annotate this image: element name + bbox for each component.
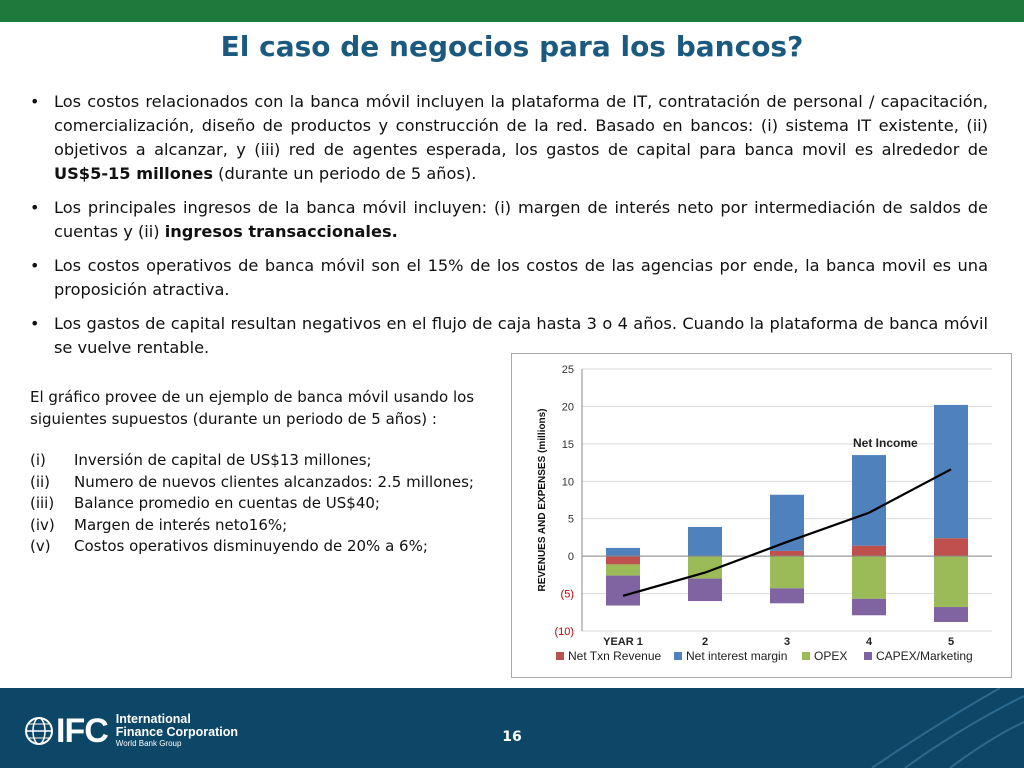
- assumption-text: Inversión de capital de US$13 millones;: [74, 451, 372, 469]
- organization-name: International Finance Corporation World …: [116, 713, 238, 749]
- slide-title: El caso de negocios para los bancos?: [220, 30, 804, 63]
- assumption-item: (iii) Balance promedio en cuentas de US$4…: [30, 493, 530, 515]
- bullet-text: Los costos relacionados con la banca móv…: [54, 92, 988, 159]
- y-tick-label: 0: [568, 551, 574, 563]
- assumption-item: (i) Inversión de capital de US$13 millone…: [30, 450, 530, 472]
- bar-net-interest-margin: [852, 455, 886, 546]
- bullet-text: Los principales ingresos de la banca móv…: [54, 198, 988, 241]
- bar-opex: [770, 556, 804, 589]
- x-tick-label: 4: [866, 636, 873, 648]
- assumption-text: Margen de interés neto16%;: [74, 515, 288, 534]
- bullet-item-costs: Los costos relacionados con la banca móv…: [28, 90, 988, 186]
- bar-capex-marketing: [770, 588, 804, 604]
- net-income-line: [622, 468, 952, 597]
- org-line: International: [115, 712, 191, 726]
- revenue-expense-chart: 25 20 15 10 5 0 (5) (10) YEAR 1 2 3 4 5 Net Income REV…: [511, 353, 1012, 678]
- y-tick-label: 20: [562, 401, 574, 413]
- bar-capex-marketing: [688, 578, 722, 602]
- footer-swoosh-decoration: [871, 688, 1024, 768]
- y-axis-label: REVENUES AND EXPENSES (millions): [537, 409, 548, 592]
- assumption-number: (v): [30, 537, 51, 555]
- assumption-text: Balance promedio en cuentas de US$40;: [74, 494, 380, 512]
- bar-net-interest-margin: [606, 547, 640, 557]
- assumptions-intro: El gráfico provee de un ejemplo de banca…: [30, 388, 475, 428]
- bar-opex: [606, 564, 640, 576]
- x-tick-label: YEAR 1: [603, 636, 643, 648]
- bar-net-txn-revenue: [934, 538, 968, 557]
- bullet-text: (durante un periodo de 5 años).: [212, 164, 477, 183]
- legend-label: Net Txn Revenue: [568, 649, 661, 663]
- y-tick-label: (10): [554, 626, 574, 638]
- bullet-text: Los gastos de capital resultan negativos…: [54, 314, 988, 357]
- bar-net-interest-margin: [934, 404, 968, 539]
- bar-opex: [688, 556, 722, 579]
- legend-swatch: [674, 652, 682, 660]
- bullet-text-bold: ingresos transaccionales.: [164, 222, 398, 241]
- bar-capex-marketing: [934, 607, 968, 623]
- globe-icon: [25, 717, 53, 745]
- legend-swatch: [864, 652, 872, 660]
- x-tick-label: 5: [948, 636, 954, 648]
- bullet-text-bold: US$5-15 millones: [54, 164, 213, 183]
- ifc-logo-text: IFC: [56, 712, 109, 750]
- legend-label: CAPEX/Marketing: [876, 649, 973, 663]
- assumption-number: (iv): [30, 515, 55, 534]
- legend-label: OPEX: [814, 649, 847, 663]
- x-tick-label: 3: [784, 636, 790, 648]
- y-tick-label: 10: [562, 476, 574, 488]
- bar-capex-marketing: [852, 598, 886, 616]
- y-tick-label: (5): [561, 589, 574, 601]
- bar-opex: [934, 556, 968, 608]
- x-tick-label: 2: [702, 636, 708, 648]
- assumption-text: Costos operativos disminuyendo de 20% a …: [74, 537, 428, 555]
- page-number: 16: [502, 729, 522, 745]
- legend-label: Net interest margin: [686, 649, 787, 663]
- assumption-text: Numero de nuevos clientes alcanzados: 2.…: [74, 472, 474, 491]
- assumption-number: (i): [30, 451, 46, 469]
- net-income-label: Net Income: [853, 436, 918, 450]
- chart-canvas: 25 20 15 10 5 0 (5) (10) YEAR 1 2 3 4 5 Net Income REV…: [537, 364, 992, 663]
- assumption-item: (ii) Numero de nuevos clientes alcanzados…: [30, 472, 530, 494]
- bar-net-txn-revenue: [606, 556, 640, 565]
- bar-net-txn-revenue: [770, 550, 804, 557]
- bar-capex-marketing: [606, 575, 640, 606]
- bar-net-interest-margin: [688, 526, 722, 557]
- footer-bar: [0, 688, 1024, 768]
- bullet-item-operating-costs: Los costos operativos de banca móvil son…: [28, 254, 988, 302]
- assumptions-block: El gráfico provee de un ejemplo de banca…: [30, 387, 530, 558]
- legend-swatch: [556, 652, 564, 660]
- bar-opex: [852, 556, 886, 599]
- bullet-item-revenues: Los principales ingresos de la banca móv…: [28, 196, 988, 244]
- bullet-list: Los costos relacionados con la banca móv…: [28, 90, 988, 370]
- assumption-item: (iv) Margen de interés neto16%;: [30, 515, 530, 537]
- y-tick-label: 15: [562, 439, 574, 451]
- y-tick-label: 5: [568, 514, 574, 526]
- assumption-item: (v) Costos operativos disminuyendo de 20%…: [30, 536, 530, 558]
- ifc-logo: IFC International Finance Corporation Wo…: [24, 713, 238, 749]
- top-accent-bar: [0, 0, 1024, 22]
- bullet-text: Los costos operativos de banca móvil son…: [54, 256, 988, 299]
- org-line: Finance Corporation: [115, 725, 239, 739]
- legend-swatch: [802, 652, 810, 660]
- bullet-item-capital: Los gastos de capital resultan negativos…: [28, 312, 988, 360]
- org-subline: World Bank Group: [115, 739, 182, 748]
- bar-net-txn-revenue: [852, 545, 886, 557]
- assumption-number: (iii): [30, 494, 55, 512]
- assumption-number: (ii): [30, 472, 51, 491]
- y-tick-label: 25: [562, 364, 574, 376]
